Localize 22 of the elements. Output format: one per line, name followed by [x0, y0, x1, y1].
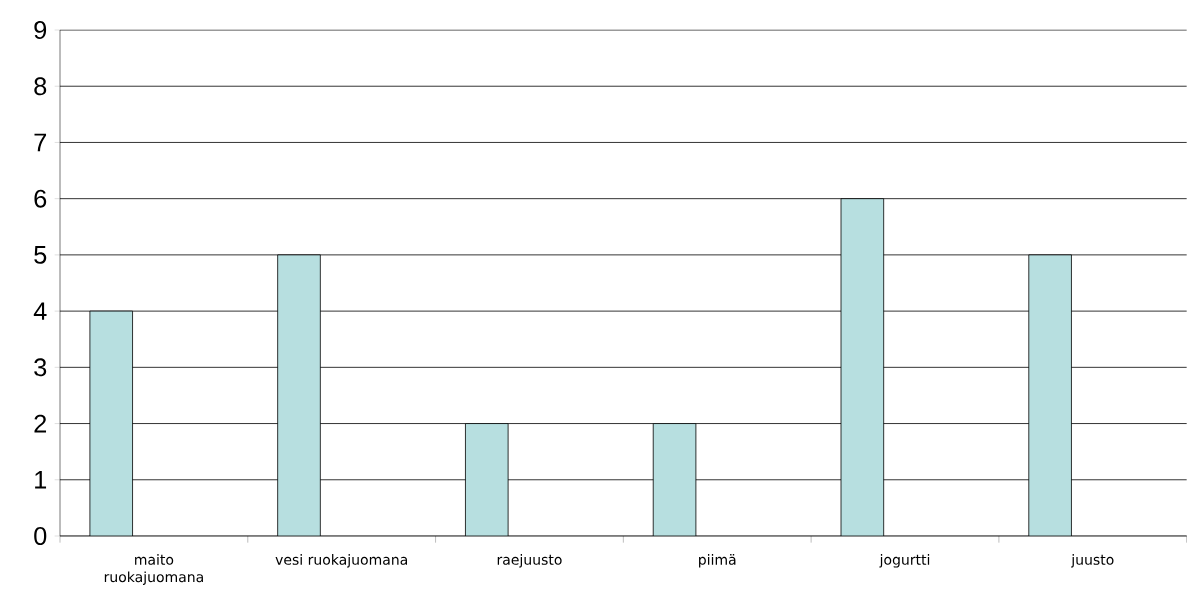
bar [89, 310, 133, 536]
bar [1028, 254, 1072, 536]
y-tick-label: 9 [34, 21, 47, 39]
y-tick-label: 6 [34, 189, 47, 208]
x-tick-label: vesi ruokajuomana [275, 554, 407, 568]
bar [652, 423, 697, 536]
y-tick-label: 8 [34, 77, 47, 96]
x-tick-label: raejuusto [497, 554, 562, 568]
x-tick-label: maito ruokajuomana [104, 554, 203, 585]
y-tick-label: 1 [35, 471, 47, 489]
y-tick-label: 3 [34, 358, 47, 377]
y-tick-label: 0 [34, 527, 47, 545]
x-tick-label: juusto [1071, 554, 1114, 568]
y-tick-label: 2 [34, 414, 47, 433]
y-tick-label: 4 [33, 302, 47, 320]
bar [277, 254, 321, 536]
y-tick-label: 7 [34, 133, 47, 152]
x-tick-label: piimä [699, 554, 736, 568]
y-tick-label: 5 [34, 246, 47, 264]
bar [465, 423, 509, 536]
bar [840, 198, 885, 536]
x-tick-label: jogurtti [879, 554, 930, 568]
